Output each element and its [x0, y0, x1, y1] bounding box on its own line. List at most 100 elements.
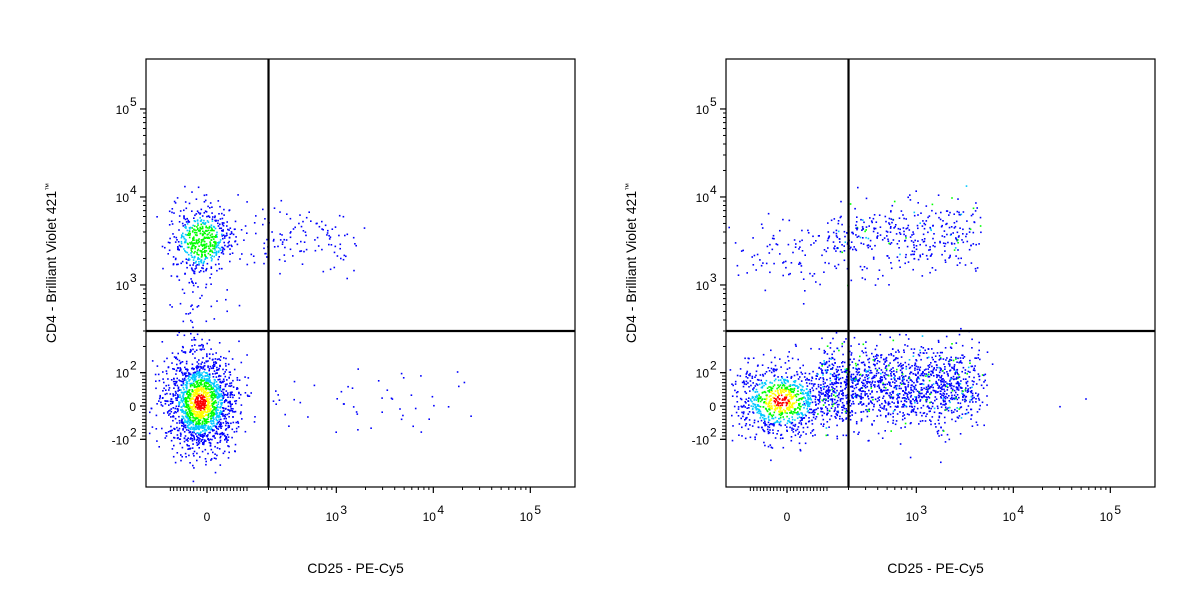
- data-point: [177, 436, 179, 439]
- data-point: [913, 364, 916, 367]
- data-point: [914, 362, 917, 365]
- data-point: [211, 244, 214, 246]
- data-point: [809, 397, 812, 399]
- data-point: [882, 382, 884, 385]
- data-point: [281, 241, 284, 243]
- data-point: [821, 414, 824, 417]
- data-point: [214, 242, 216, 244]
- data-point: [793, 389, 795, 392]
- data-point: [901, 406, 903, 408]
- data-point: [316, 236, 319, 239]
- data-point: [864, 364, 866, 367]
- data-point: [228, 416, 230, 418]
- data-point: [193, 412, 196, 415]
- data-point: [779, 388, 781, 391]
- data-point: [181, 408, 184, 411]
- data-point: [194, 418, 197, 420]
- data-point: [860, 420, 863, 422]
- data-point: [771, 447, 774, 449]
- data-point: [916, 407, 919, 410]
- data-point: [246, 232, 248, 234]
- data-point: [850, 403, 853, 405]
- data-point: [201, 338, 203, 341]
- data-point: [210, 382, 213, 384]
- data-point: [932, 352, 935, 354]
- data-point: [893, 359, 895, 362]
- data-point: [892, 397, 894, 400]
- data-point: [862, 343, 865, 346]
- data-point: [202, 398, 205, 401]
- data-point: [191, 410, 193, 413]
- data-point: [911, 409, 913, 411]
- data-point: [781, 390, 784, 393]
- data-point: [933, 367, 935, 369]
- data-point: [235, 427, 238, 430]
- data-point: [203, 201, 206, 203]
- data-point: [184, 250, 186, 252]
- data-point: [894, 379, 896, 381]
- data-point: [852, 379, 854, 381]
- data-point: [171, 211, 173, 214]
- data-point: [215, 412, 218, 414]
- data-point: [185, 258, 188, 260]
- data-point: [798, 413, 800, 416]
- data-point: [176, 275, 178, 278]
- data-point: [767, 415, 770, 418]
- data-point: [223, 388, 225, 391]
- data-point: [866, 375, 868, 378]
- data-point: [188, 417, 191, 419]
- data-point: [202, 380, 204, 382]
- data-point: [279, 239, 282, 241]
- data-point: [926, 357, 929, 359]
- data-point: [193, 417, 196, 419]
- data-point: [420, 431, 423, 433]
- data-point: [185, 439, 188, 441]
- data-point: [961, 392, 963, 395]
- data-point: [222, 368, 224, 371]
- data-point: [916, 402, 919, 404]
- data-point: [206, 372, 208, 375]
- data-point: [180, 397, 183, 400]
- data-point: [196, 210, 199, 212]
- data-point: [933, 407, 936, 410]
- data-point: [837, 376, 839, 379]
- data-point: [959, 357, 962, 359]
- data-point: [780, 366, 782, 368]
- data-point: [210, 448, 213, 451]
- data-point: [181, 384, 183, 387]
- data-point: [794, 380, 797, 382]
- data-point: [943, 379, 945, 382]
- data-point: [180, 433, 182, 436]
- data-point: [188, 394, 190, 397]
- data-point: [913, 381, 915, 384]
- data-point: [231, 394, 234, 396]
- data-point: [971, 386, 973, 389]
- data-point: [761, 381, 763, 384]
- data-point: [237, 422, 240, 424]
- data-point: [200, 384, 203, 386]
- data-point: [786, 415, 788, 418]
- data-point: [769, 429, 771, 431]
- data-point: [200, 407, 203, 410]
- data-point: [835, 368, 838, 371]
- data-point: [201, 245, 204, 247]
- data-point: [778, 421, 781, 424]
- data-point: [885, 358, 887, 360]
- data-point: [734, 380, 737, 383]
- data-point: [182, 232, 184, 235]
- data-point: [191, 447, 194, 449]
- data-point: [927, 373, 930, 376]
- data-point: [190, 267, 193, 269]
- data-point: [950, 387, 953, 390]
- data-point: [207, 395, 210, 398]
- data-point: [740, 398, 743, 401]
- data-point: [938, 216, 940, 219]
- data-point: [207, 380, 209, 382]
- data-point: [233, 394, 235, 396]
- data-point: [203, 260, 205, 263]
- data-point: [215, 252, 218, 255]
- data-point: [169, 400, 172, 403]
- data-point: [198, 241, 200, 244]
- data-point: [807, 401, 810, 404]
- data-point: [898, 378, 901, 380]
